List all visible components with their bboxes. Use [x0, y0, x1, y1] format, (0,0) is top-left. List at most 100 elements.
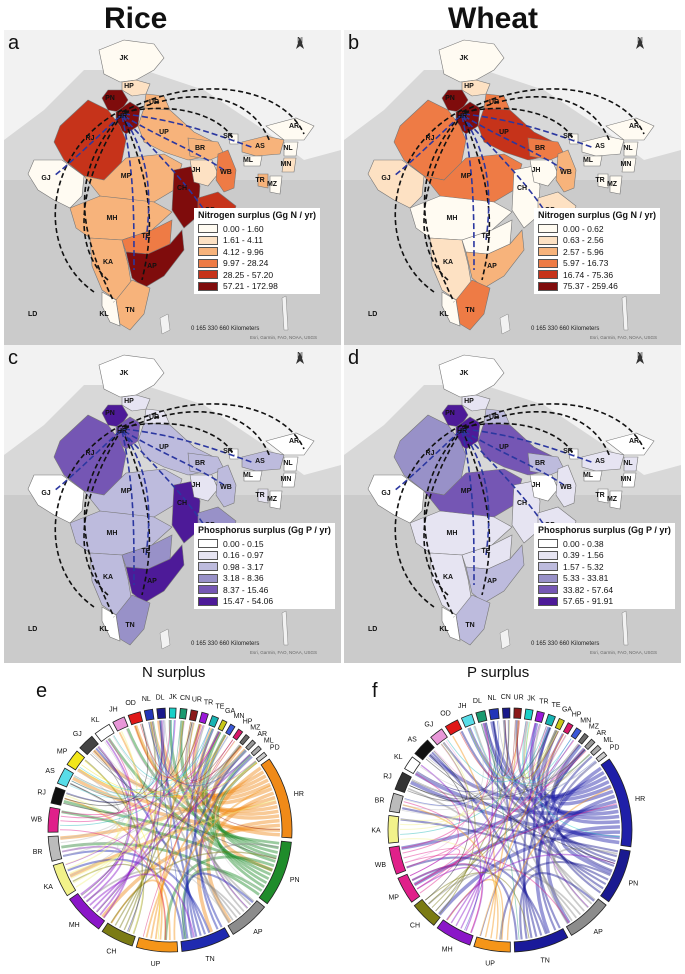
- state-nl: [283, 456, 299, 472]
- chord-ribbon: [62, 849, 211, 934]
- chord-ribbon: [460, 723, 494, 929]
- chord-ribbon: [480, 723, 591, 787]
- chord-ribbon: [77, 768, 277, 813]
- flow-line-inner: [393, 430, 461, 492]
- scale-bar: 0 165 330 660 Kilometers: [531, 641, 600, 647]
- chord-label-kl: KL: [394, 754, 403, 761]
- chord-ribbon: [551, 744, 620, 825]
- state-label-mn: MN: [621, 476, 632, 483]
- chord-label-gj: GJ: [73, 731, 82, 738]
- chord-label-te: TE: [552, 702, 561, 709]
- legend-swatch: [538, 550, 558, 560]
- state-label-as: AS: [255, 143, 265, 150]
- flow-line-inner: [463, 115, 565, 171]
- state-label-ap: AP: [487, 578, 497, 585]
- chord-segment-hr: [600, 758, 633, 848]
- chord-ribbon: [464, 721, 499, 931]
- chord-ribbon: [206, 739, 256, 792]
- chord-ribbon: [70, 799, 276, 879]
- chord-segment-pd: [595, 751, 608, 763]
- chord-ribbon: [438, 743, 476, 915]
- state-mn: [281, 157, 297, 173]
- chord-segment-ur: [513, 707, 522, 719]
- flow-line-inner: [463, 113, 595, 149]
- state-label-mz: MZ: [267, 496, 278, 503]
- chord-ribbon: [67, 858, 185, 940]
- chord-label-br: BR: [375, 797, 385, 804]
- flow-line-outer: [423, 428, 463, 596]
- chord-label-wb: WB: [31, 817, 43, 824]
- state-tn: [455, 279, 491, 331]
- chord-ribbon: [455, 722, 536, 927]
- state-label-wb: WB: [220, 169, 232, 176]
- chord-ribbon: [71, 728, 214, 798]
- map-panel-a: JKHPPNHRURRJUPGJMPCHODMHTEAPKATNKLBRJHWB…: [4, 30, 341, 348]
- flow-line-outer: [461, 113, 491, 281]
- flow-line-outer: [463, 95, 611, 143]
- chord-ribbon: [61, 842, 119, 877]
- legend-label: 8.37 - 15.46: [223, 584, 269, 595]
- chord-ribbon: [483, 722, 619, 816]
- chord-label-tn: TN: [540, 957, 549, 964]
- chord-segment-as: [414, 739, 435, 761]
- chord-segment-dl: [475, 710, 488, 723]
- flow-line-outer: [121, 113, 151, 281]
- chord-ribbon: [531, 724, 593, 905]
- chord-ribbon: [65, 730, 138, 865]
- chord-ribbon: [468, 723, 537, 779]
- state-label-up: UP: [159, 129, 169, 136]
- state-label-ch: CH: [177, 185, 187, 192]
- panel-label-e: e: [36, 680, 48, 702]
- chord-ribbon: [544, 733, 615, 867]
- chord-segment-ch: [413, 898, 441, 926]
- state-label-ml: ML: [243, 157, 254, 164]
- chord-label-ka: KA: [44, 884, 54, 891]
- island-sl: [159, 313, 171, 335]
- chord-ribbon: [181, 867, 263, 940]
- chord-ribbon: [73, 749, 247, 799]
- chord-ribbon: [60, 770, 265, 840]
- flow-line-outer: [461, 88, 645, 135]
- state-label-rj: RJ: [426, 450, 435, 457]
- state-label-hp: HP: [464, 83, 474, 90]
- chord-ribbon: [185, 722, 230, 924]
- state-label-ka: KA: [443, 259, 453, 266]
- chord-ribbon: [522, 721, 569, 925]
- chord-ribbon: [127, 720, 163, 932]
- flow-line-outer: [121, 88, 305, 135]
- state-mn: [621, 472, 637, 488]
- legend-item: 5.33 - 33.81: [538, 573, 671, 585]
- chord-ribbon: [410, 780, 620, 840]
- state-label-jh: JH: [532, 167, 541, 174]
- chord-ribbon: [435, 719, 510, 912]
- chord-ribbon: [409, 750, 467, 802]
- state-kl: [101, 291, 121, 327]
- legend-label: 28.25 - 57.20: [223, 269, 274, 280]
- chord-ribbon: [403, 848, 461, 886]
- chord-label-cn: CN: [180, 695, 190, 702]
- chord-ribbon: [61, 731, 221, 816]
- legend-swatch: [538, 247, 558, 257]
- chord-segment-kl: [94, 723, 115, 743]
- state-label-te: TE: [482, 548, 491, 555]
- neighbour-land: [344, 30, 681, 160]
- chord-ribbon: [401, 807, 619, 853]
- chord-ribbon: [484, 722, 520, 940]
- chord-label-ml: ML: [603, 737, 613, 744]
- chord-ribbon: [406, 856, 548, 935]
- state-label-as: AS: [595, 458, 605, 465]
- state-label-mz: MZ: [607, 496, 618, 503]
- flow-line-outer: [423, 113, 463, 281]
- chord-ribbon: [535, 766, 602, 934]
- chord-label-ur: UR: [192, 697, 202, 704]
- legend-item: 5.97 - 16.73: [538, 258, 656, 270]
- map-legend: Nitrogen surplus (Gg N / yr) 0.00 - 0.62 0…: [534, 208, 661, 294]
- chord-label-od: OD: [440, 711, 451, 718]
- chord-label-mn: MN: [234, 713, 245, 720]
- chord-ribbon: [60, 769, 121, 844]
- flow-line-inner: [461, 113, 490, 241]
- chord-segment-mh: [68, 893, 106, 930]
- chord-label-rj: RJ: [37, 790, 46, 797]
- chord-ribbon: [112, 720, 164, 780]
- chord-ribbon: [428, 753, 608, 801]
